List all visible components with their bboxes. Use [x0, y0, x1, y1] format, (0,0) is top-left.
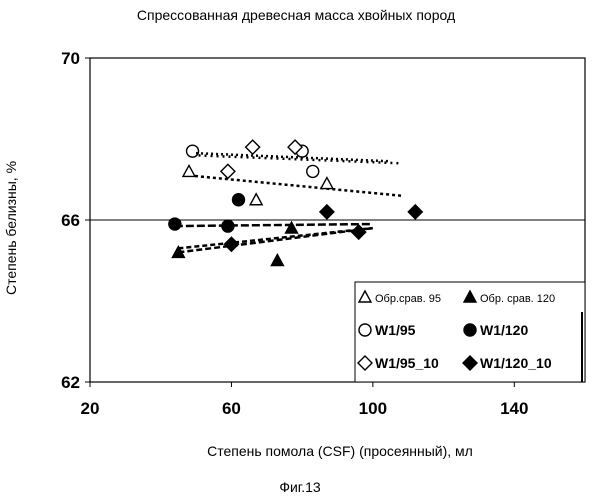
- data-point: [307, 165, 319, 177]
- legend-marker: [359, 324, 371, 336]
- y-tick-label: 70: [61, 49, 80, 68]
- y-tick-label: 66: [61, 211, 80, 230]
- data-point: [250, 194, 262, 205]
- series-6: [178, 205, 422, 251]
- data-point: [221, 164, 235, 178]
- x-tick-label: 60: [222, 399, 241, 418]
- y-axis-label: Степень белизны, %: [3, 161, 19, 295]
- data-point: [408, 205, 422, 219]
- legend-marker: [464, 324, 476, 336]
- data-point: [271, 255, 283, 266]
- legend-label: Обр. срав. 120: [480, 293, 555, 305]
- x-tick-label: 20: [81, 399, 100, 418]
- data-point: [233, 194, 245, 206]
- figure-caption: Фиг.13: [279, 479, 321, 495]
- data-point: [246, 140, 260, 154]
- x-tick-label: 100: [359, 399, 387, 418]
- x-tick-label: 140: [500, 399, 528, 418]
- chart-title: Спрессованная древесная масса хвойных по…: [137, 7, 455, 23]
- x-axis-label: Степень помола (CSF) (просеянный), мл: [207, 443, 473, 459]
- data-point: [169, 218, 181, 230]
- data-point: [321, 178, 333, 189]
- series-1: [183, 165, 401, 204]
- legend-label: W1/120: [480, 322, 528, 338]
- trend-line: [189, 175, 401, 195]
- data-point: [352, 225, 366, 239]
- data-point: [187, 145, 199, 157]
- legend-label: W1/95: [375, 322, 416, 338]
- trend-line: [196, 153, 390, 161]
- series-2: [172, 222, 372, 265]
- trend-line: [178, 228, 372, 252]
- legend-label: Обр.срав. 95: [375, 293, 441, 305]
- trend-line: [175, 224, 373, 226]
- legend-label: W1/120_10: [480, 355, 552, 371]
- y-tick-label: 62: [61, 373, 80, 392]
- data-point: [320, 205, 334, 219]
- series-4: [169, 194, 373, 232]
- data-point: [224, 237, 238, 251]
- data-point: [222, 220, 234, 232]
- legend-label: W1/95_10: [375, 355, 439, 371]
- series-5: [196, 140, 390, 178]
- data-point: [183, 165, 195, 176]
